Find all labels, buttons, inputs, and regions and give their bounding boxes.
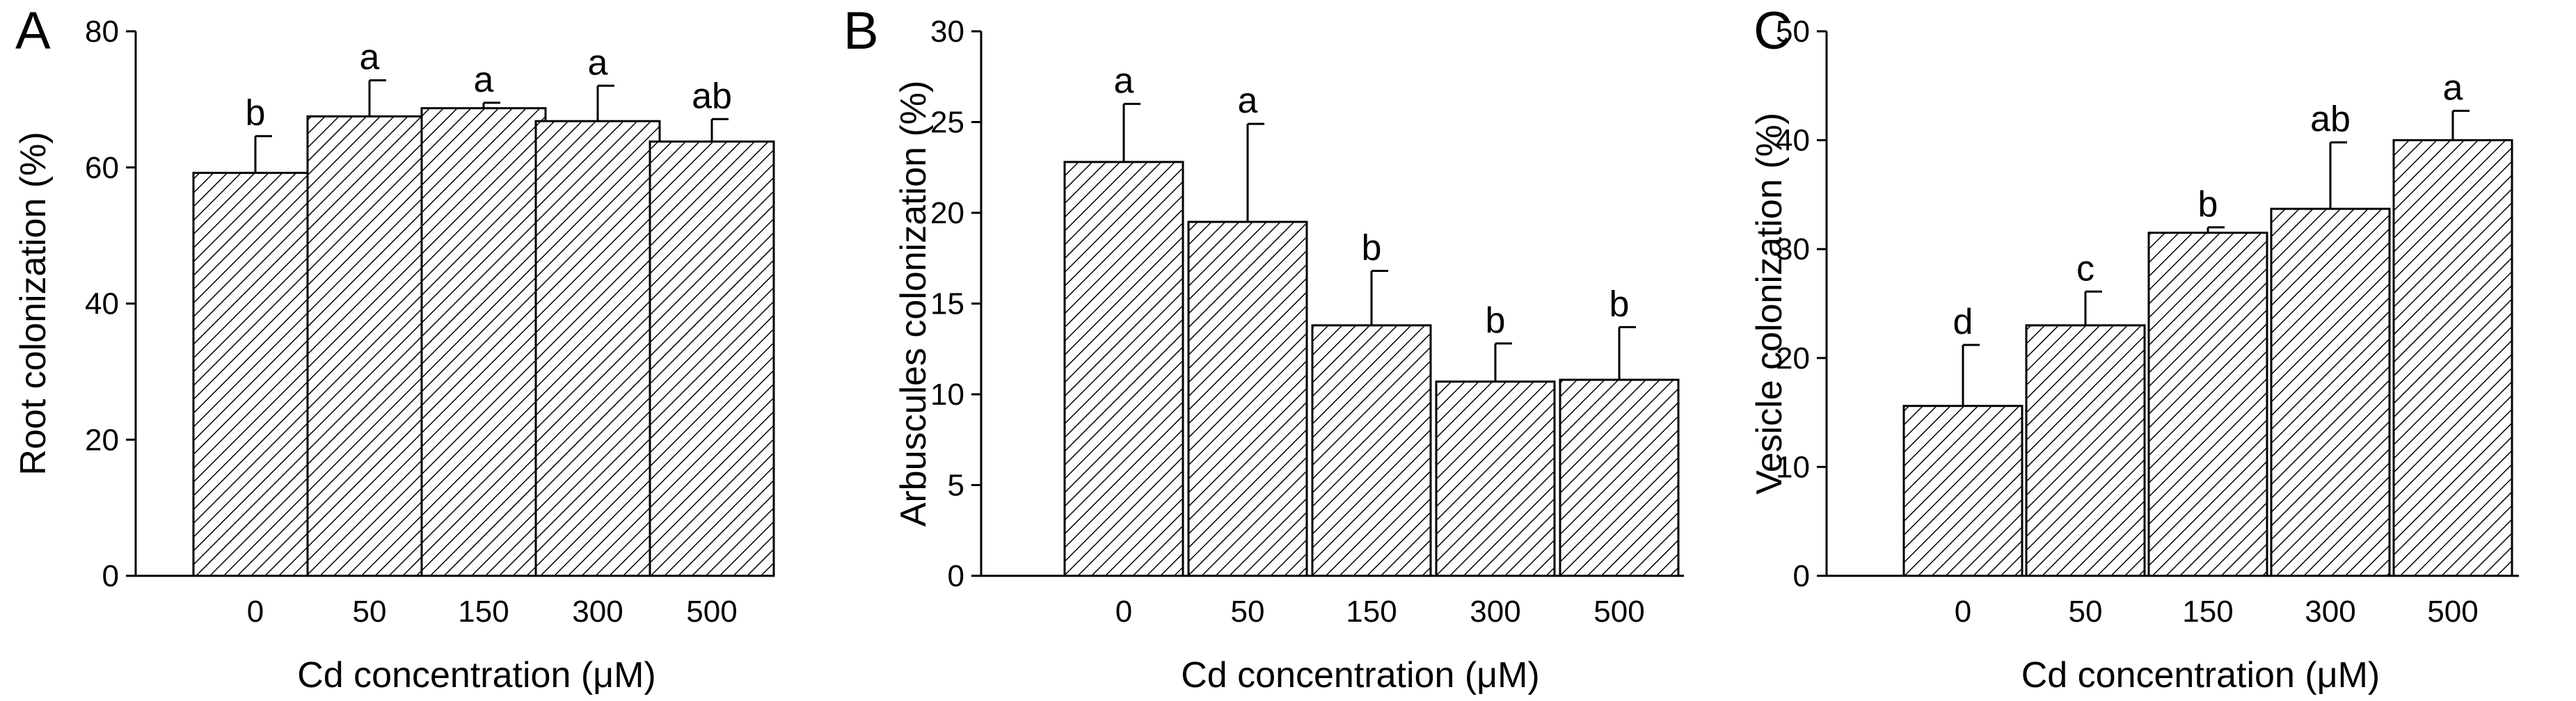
significance-letter: a: [1114, 61, 1134, 101]
significance-letter: a: [474, 60, 494, 100]
bar-300: [1435, 380, 1556, 577]
x-tick-label: 500: [686, 595, 737, 629]
x-tick-label: 0: [247, 595, 264, 629]
x-tick-label: 150: [458, 595, 509, 629]
y-axis-title: Arbuscules colonization (%): [893, 81, 934, 527]
y-tick-label: 15: [930, 287, 964, 321]
chart-panel-c: C 0 10 20 30 40 50 Vesicle colonization (%) d 0 c 5…: [1749, 1, 2519, 695]
significance-letter: c: [2076, 248, 2094, 289]
y-tick-label: 20: [1776, 341, 1810, 376]
y-tick-label: 25: [930, 106, 964, 140]
y-tick-label: 40: [85, 287, 119, 321]
significance-letter: ab: [692, 76, 732, 116]
x-tick-label: 300: [572, 595, 623, 629]
bar-50: [306, 115, 433, 577]
bar-300: [2270, 207, 2391, 577]
chart-panel-b: B 0 5 10 15 20 25 30 Arbuscules colonization (%)…: [843, 1, 1684, 695]
x-axis-title: Cd concentration (μM): [2021, 655, 2380, 695]
significance-letter: a: [1238, 81, 1258, 121]
bar-0: [1902, 405, 2024, 577]
significance-letter: b: [1609, 284, 1630, 324]
x-tick-label: 300: [2305, 595, 2355, 629]
significance-letter: b: [246, 93, 266, 134]
bar-300: [534, 120, 661, 577]
bar-500: [2392, 139, 2513, 577]
y-tick-label: 60: [85, 151, 119, 185]
y-axis-title: Root colonization (%): [13, 131, 54, 475]
bar-50: [1187, 220, 1308, 577]
x-tick-label: 50: [1231, 595, 1265, 629]
y-tick-label: 5: [948, 469, 964, 503]
panel-letter: C: [1754, 1, 1792, 61]
y-axis-title: Vesicle colonization (%): [1749, 113, 1790, 494]
y-tick-label: 10: [1776, 450, 1810, 484]
y-tick-label: 0: [102, 559, 119, 593]
y-tick-label: 40: [1776, 124, 1810, 158]
significance-letter: a: [360, 37, 380, 77]
y-tick-label: 0: [948, 559, 964, 593]
y-tick-label: 20: [930, 196, 964, 230]
y-tick-label: 30: [930, 15, 964, 49]
significance-letter: b: [2198, 184, 2218, 225]
x-axis-title: Cd concentration (μM): [1181, 655, 1539, 695]
significance-letter: a: [2443, 67, 2463, 108]
x-tick-label: 50: [353, 595, 387, 629]
x-tick-label: 500: [2427, 595, 2478, 629]
bar-500: [1559, 378, 1680, 577]
y-tick-label: 20: [85, 423, 119, 457]
significance-letter: b: [1362, 228, 1382, 268]
x-axis-title: Cd concentration (μM): [297, 655, 655, 695]
x-tick-label: 150: [1346, 595, 1397, 629]
y-tick-label: 50: [1776, 15, 1810, 49]
bar-0: [1063, 161, 1184, 577]
x-tick-label: 500: [1593, 595, 1644, 629]
y-tick-label: 10: [930, 378, 964, 412]
bar-500: [649, 140, 775, 577]
y-tick-label: 30: [1776, 232, 1810, 266]
x-tick-label: 0: [1115, 595, 1132, 629]
bar-150: [1311, 324, 1432, 577]
significance-letter: d: [1953, 302, 1973, 342]
bar-50: [2025, 324, 2146, 577]
significance-letter: a: [588, 42, 608, 83]
x-tick-label: 0: [1955, 595, 1971, 629]
significance-letter: b: [1486, 300, 1506, 341]
significance-letter: ab: [2310, 99, 2351, 140]
bar-150: [2147, 232, 2268, 577]
x-tick-label: 300: [1470, 595, 1520, 629]
y-tick-label: 0: [1793, 559, 1810, 593]
panel-letter: B: [843, 1, 879, 61]
bar-0: [192, 172, 319, 577]
y-tick-label: 80: [85, 15, 119, 49]
x-tick-label: 50: [2069, 595, 2103, 629]
chart-panel-a: A 0 20 40 60 80 Root colonization (%) b 0 a 50 a 150…: [13, 1, 775, 695]
panel-letter: A: [15, 1, 51, 61]
bar-150: [420, 107, 547, 577]
x-tick-label: 150: [2182, 595, 2233, 629]
